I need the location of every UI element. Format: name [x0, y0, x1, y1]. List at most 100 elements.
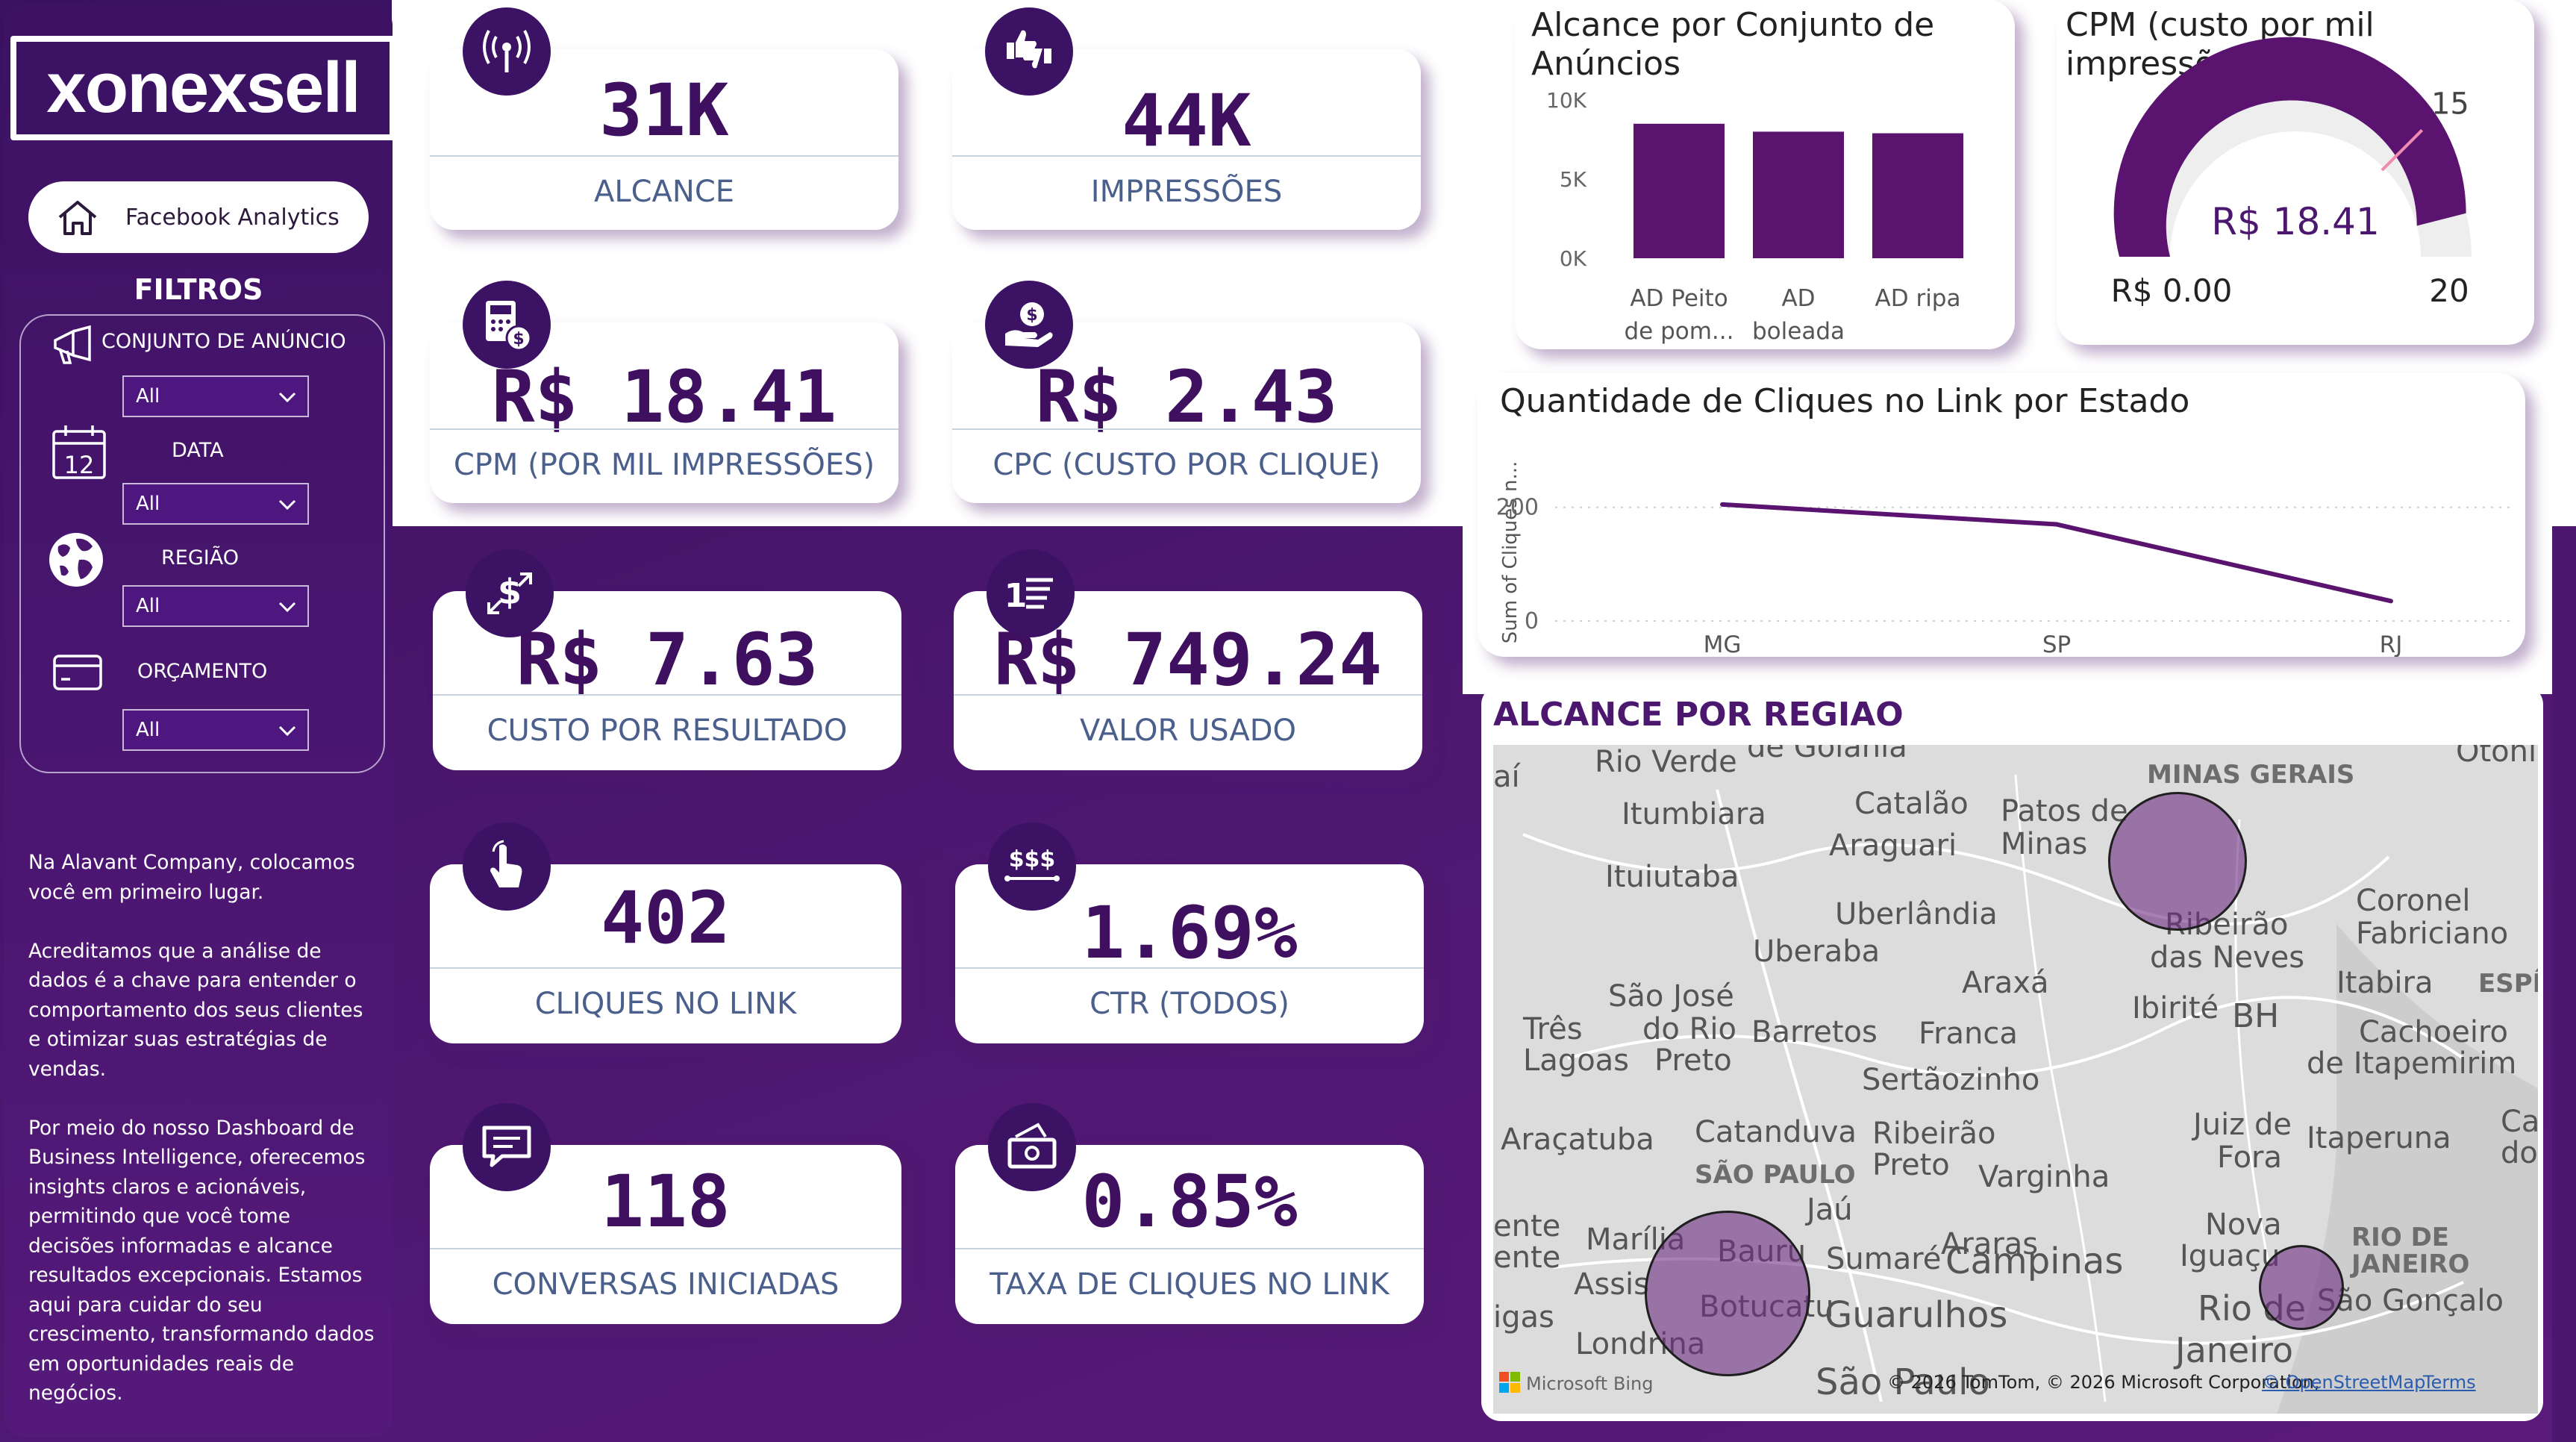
- map-city: Cachoeiro: [2359, 1015, 2509, 1049]
- map-city: Araguari: [1829, 828, 1957, 863]
- map-bubble-sp[interactable]: [1645, 1211, 1810, 1376]
- kpi-value: 402: [601, 876, 731, 960]
- map-city: Cam: [2501, 1105, 2538, 1139]
- kpi-label: TAXA DE CLIQUES NO LINK: [990, 1267, 1389, 1302]
- chart-title: Quantidade de Cliques no Link por Estado: [1500, 382, 2190, 420]
- map-city: Otoni: [2456, 745, 2537, 769]
- map-area[interactable]: MINAS GERAIS SÃO PAULO RIO DE JANEIRO ES…: [1493, 745, 2538, 1414]
- chevron-down-icon: [278, 602, 296, 613]
- y-tick-label: 0K: [1560, 246, 1587, 271]
- map-city: Ibirité: [2132, 991, 2219, 1026]
- x-tick-label: RJ: [2380, 631, 2403, 657]
- map-city: Ituiutaba: [1605, 860, 1739, 894]
- line-series: [1722, 502, 2392, 604]
- terms-link[interactable]: Terms: [2423, 1372, 2476, 1393]
- sidebar: xonexsell Facebook Analytics FILTROS CON…: [4, 4, 396, 1438]
- map-city: Preto: [1872, 1148, 1950, 1182]
- map-city: Janeiro: [2175, 1330, 2294, 1370]
- map-city: BH: [2232, 997, 2280, 1035]
- map-city: ente: [1493, 1240, 1561, 1275]
- map-city: Catanduva: [1695, 1115, 1857, 1149]
- bar-chart: 10K 5K 0K AD Peito de pom... AD boleada AD ripa: [1546, 88, 1963, 345]
- kpi-separator: [430, 1248, 901, 1249]
- filter-label-conjunto: CONJUNTO DE ANÚNCIO: [101, 330, 346, 353]
- dollar-signs-text: $$$: [1009, 846, 1056, 873]
- map-city: Coronel: [2356, 884, 2471, 918]
- map-city: Itabira: [2336, 966, 2433, 1000]
- map-city: Fora: [2217, 1140, 2283, 1175]
- map-bubble-rj[interactable]: [2259, 1245, 2344, 1330]
- right-strip: [2552, 526, 2576, 1442]
- svg-text:$: $: [513, 330, 524, 349]
- brand-logo-text: xonexsell: [16, 42, 390, 134]
- map-city: dos: [2501, 1136, 2538, 1170]
- map-city: Jaú: [1807, 1193, 1853, 1227]
- map-city: Rio Verde: [1595, 745, 1737, 779]
- filter-select-orcamento[interactable]: All: [122, 709, 309, 751]
- x-tick-label: AD ripa: [1875, 285, 1961, 312]
- kpi-label: CTR (TODOS): [1090, 987, 1289, 1021]
- map-city: Itumbiara: [1622, 797, 1766, 831]
- megaphone-icon: [54, 325, 91, 364]
- bing-attribution: Microsoft Bing: [1526, 1373, 1654, 1394]
- map-state: RIO DE: [2351, 1223, 2450, 1252]
- filter-select-regiao[interactable]: All: [122, 585, 309, 627]
- map-city: Uberlândia: [1835, 897, 1998, 931]
- filter-value: All: [136, 595, 160, 617]
- filter-label-orcamento: ORÇAMENTO: [137, 660, 268, 683]
- dollar-signs-icon: $$$: [988, 823, 1076, 911]
- about-p2: Acreditamos que a análise de dados é a c…: [28, 939, 363, 1081]
- filter-select-data[interactable]: All: [122, 483, 309, 525]
- kpi-value: R$ 18.41: [491, 355, 837, 439]
- kpi-separator: [430, 155, 898, 157]
- map-city: Catalão: [1854, 787, 1969, 821]
- calculator-icon: $: [463, 281, 551, 369]
- thumbs-icon: [985, 7, 1073, 96]
- map-city: Sertãozinho: [1862, 1063, 2040, 1097]
- chart-cpm-gauge-card: CPM (custo por mil impressões) 15 R$ 18.4…: [2057, 0, 2534, 345]
- cash-icon: [988, 1103, 1076, 1191]
- bar: [1634, 123, 1725, 258]
- list-icon-number: 1: [1004, 577, 1028, 615]
- x-tick-label: SP: [2042, 631, 2071, 657]
- nav-facebook-analytics[interactable]: Facebook Analytics: [28, 181, 369, 253]
- kpi-separator: [433, 694, 901, 696]
- filter-select-conjunto[interactable]: All: [122, 375, 309, 417]
- map-city: Varginha: [1978, 1160, 2110, 1194]
- line-chart: Sum of Cliques n...200 0 MG SP RJ: [1496, 461, 2510, 657]
- bar: [1753, 131, 1844, 258]
- kpi-value: 31K: [599, 69, 729, 152]
- osm-link[interactable]: © OpenStreetMap: [2262, 1372, 2426, 1393]
- about-text: Na Alavant Company, colocamos você em pr…: [28, 848, 379, 1438]
- kpi-label: IMPRESSÕES: [1090, 175, 1283, 209]
- logo: xonexsell: [10, 36, 396, 140]
- line-point: [2054, 522, 2059, 527]
- filters-title: FILTROS: [134, 273, 263, 306]
- map-bubble-mg[interactable]: [2108, 792, 2247, 931]
- money-hand-icon: $: [985, 281, 1073, 369]
- map-city: Franca: [1919, 1017, 2018, 1051]
- map-city: aí: [1493, 760, 1520, 794]
- kpi-value: R$ 2.43: [1035, 355, 1338, 439]
- kpi-value: 44K: [1122, 79, 1251, 163]
- map-city: São José: [1608, 979, 1734, 1014]
- filter-value: All: [136, 493, 160, 515]
- kpi-separator: [955, 1248, 1424, 1249]
- map-city: Assis: [1574, 1267, 1649, 1302]
- calendar-day: 12: [63, 451, 95, 479]
- bar: [1872, 133, 1963, 258]
- svg-text:$: $: [1026, 306, 1037, 325]
- map-city: Sumaré: [1826, 1242, 1942, 1276]
- svg-text:$: $: [498, 572, 522, 612]
- globe-icon: [49, 533, 103, 587]
- map-city: Araçatuba: [1501, 1123, 1654, 1157]
- kpi-value: R$ 749.24: [993, 618, 1383, 702]
- map-city: das Neves: [2150, 940, 2305, 975]
- map-city: de Itapemirim: [2307, 1046, 2517, 1081]
- y-tick-label: 5K: [1560, 167, 1587, 192]
- x-tick-label: boleada: [1752, 318, 1845, 345]
- kpi-separator: [952, 428, 1421, 430]
- map-city: ente: [1493, 1209, 1561, 1243]
- pointer-click-icon: [463, 823, 551, 911]
- map-city: São Paulo: [1816, 1361, 1990, 1403]
